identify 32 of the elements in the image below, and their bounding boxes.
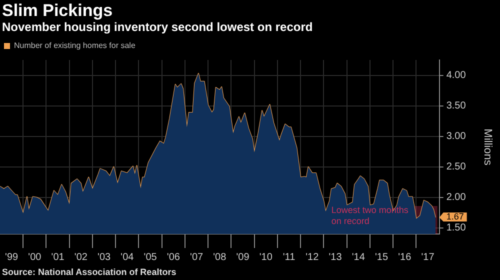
y-tick-label: 3.00: [446, 131, 466, 142]
source-note: Source: National Association of Realtors: [2, 267, 176, 277]
x-tick-label: '08: [213, 252, 227, 263]
x-tick-label: '15: [375, 252, 388, 263]
legend-label: Number of existing homes for sale: [14, 41, 136, 50]
y-tick-label: 2.50: [446, 162, 466, 173]
x-tick-label: '12: [306, 252, 320, 263]
y-tick-label: 1.50: [446, 222, 466, 234]
chart-title: Slim Pickings: [2, 1, 113, 21]
y-tick-label: 3.50: [446, 100, 466, 112]
x-tick-label: '05: [144, 252, 158, 263]
data-label: 1.67: [446, 212, 464, 222]
y-tick-label: 2.00: [446, 192, 466, 204]
x-tick-label: '99: [5, 252, 19, 263]
y-tick-label: 4.00: [446, 70, 466, 82]
x-tick-label: '02: [74, 252, 88, 263]
x-tick-label: '04: [120, 252, 134, 263]
x-tick-label: '03: [98, 252, 111, 263]
x-tick-label: '00: [28, 252, 42, 263]
x-tick-label: '11: [282, 252, 296, 263]
x-tick-label: '09: [236, 252, 250, 263]
x-tick-label: '10: [259, 252, 273, 263]
x-tick-label: '06: [166, 252, 180, 263]
x-tick-label: '16: [398, 252, 412, 263]
x-tick-label: '07: [190, 252, 204, 263]
band-label: Lowest two months on record: [331, 204, 409, 226]
chart-subtitle: November housing inventory second lowest on record: [2, 20, 313, 34]
x-tick-label: '14: [352, 252, 366, 263]
x-tick-label: '13: [328, 252, 342, 263]
y-axis-title: Millions: [481, 128, 494, 166]
x-tick-label: '17: [421, 252, 435, 263]
x-tick-label: '01: [51, 252, 65, 263]
